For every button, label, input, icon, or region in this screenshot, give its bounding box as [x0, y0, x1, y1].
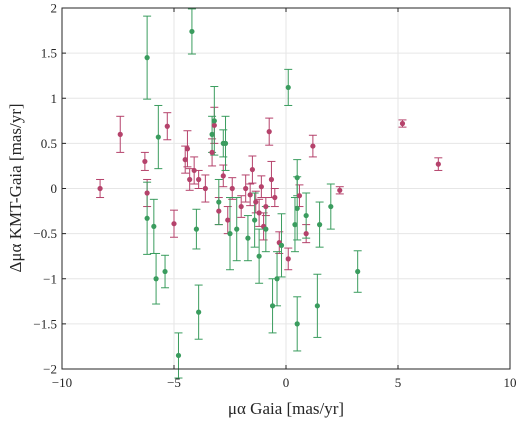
data-point [285, 256, 291, 262]
data-point [182, 157, 188, 163]
data-point [292, 222, 298, 228]
data-point [229, 185, 235, 192]
data-points [97, 28, 441, 359]
y-axis-ticks: −2 −1.5 −1 −0.5 0 0.5 1 1.5 2 [33, 1, 510, 377]
data-point [294, 205, 300, 211]
data-point [142, 158, 148, 165]
y-tick-label: −1 [43, 271, 57, 286]
data-point [399, 120, 406, 127]
data-point [196, 309, 202, 315]
data-point [256, 253, 262, 259]
data-point [225, 217, 231, 223]
data-point [184, 146, 191, 152]
x-axis-ticks: −10 −5 0 5 10 [52, 8, 517, 390]
data-point [144, 55, 150, 61]
data-point [155, 134, 161, 140]
data-point [303, 231, 309, 237]
data-point [294, 321, 300, 327]
x-tick-label: −5 [167, 375, 181, 390]
data-point [247, 192, 253, 198]
y-tick-label: −1.5 [33, 316, 57, 331]
data-point [209, 131, 215, 137]
data-point [117, 131, 123, 137]
data-point [272, 194, 278, 201]
data-point [278, 242, 285, 248]
y-tick-label: 1 [51, 91, 58, 106]
data-point [216, 208, 222, 214]
data-point [249, 166, 255, 173]
data-point [253, 199, 259, 205]
data-point [222, 140, 229, 146]
grid [61, 7, 511, 370]
data-point [310, 143, 316, 149]
data-point [263, 203, 269, 210]
data-point [211, 118, 217, 124]
data-point [153, 276, 159, 282]
data-point [144, 215, 150, 221]
data-point [144, 190, 150, 196]
data-point [337, 187, 343, 193]
data-point [162, 268, 168, 275]
data-point [355, 268, 361, 275]
data-point [263, 226, 269, 232]
data-point [238, 203, 244, 210]
data-point [274, 276, 280, 282]
data-point [189, 28, 195, 35]
data-point [266, 129, 272, 135]
data-point [164, 123, 170, 129]
y-axis-label: Δμα KMT-Gaia [mas/yr] [6, 103, 25, 272]
data-point [97, 185, 103, 192]
data-point [258, 184, 264, 190]
data-point [234, 226, 240, 232]
data-point [193, 226, 199, 232]
data-point [175, 352, 182, 359]
data-point [285, 84, 291, 91]
y-tick-label: 1.5 [41, 46, 57, 61]
data-point [268, 176, 275, 183]
y-tick-label: 2 [51, 1, 58, 16]
data-point [220, 173, 226, 179]
x-tick-label: 10 [504, 375, 517, 390]
x-tick-label: 5 [395, 375, 402, 390]
data-point [151, 223, 157, 230]
data-point [317, 222, 323, 228]
y-tick-label: 0.5 [41, 136, 57, 151]
data-point [245, 235, 251, 241]
y-tick-label: −2 [43, 362, 57, 377]
y-tick-label: 0 [51, 181, 58, 196]
x-axis-label: μα Gaia [mas/yr] [228, 399, 344, 418]
data-point [216, 199, 222, 205]
data-point [191, 167, 197, 174]
data-point [187, 176, 193, 183]
data-point [211, 122, 217, 128]
data-point [243, 185, 249, 192]
x-tick-label: −10 [52, 375, 72, 390]
data-point [252, 217, 258, 223]
data-point [196, 176, 202, 183]
data-point [328, 203, 334, 210]
data-point [209, 149, 215, 155]
data-point [202, 185, 208, 192]
data-point [269, 303, 276, 309]
data-point [256, 210, 262, 216]
data-point [296, 193, 303, 199]
data-point [303, 212, 309, 219]
data-point [171, 221, 177, 227]
data-point [435, 161, 441, 167]
x-tick-label: 0 [283, 375, 290, 390]
data-point [294, 175, 300, 181]
data-point [227, 231, 233, 237]
y-tick-label: −0.5 [33, 226, 57, 241]
data-point [314, 303, 320, 309]
